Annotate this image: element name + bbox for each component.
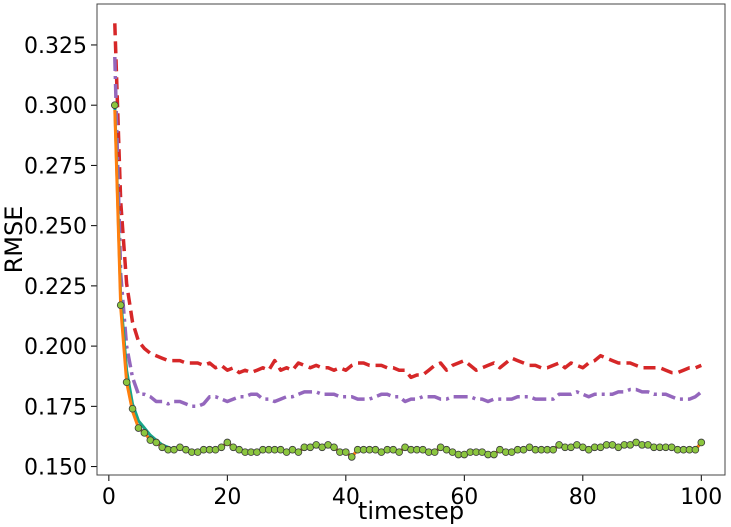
series-4-point: [691, 445, 700, 454]
series-4-point: [110, 101, 119, 109]
series-4-point: [342, 448, 350, 456]
series-4-point: [217, 443, 226, 452]
y-tick-label: 0.225: [24, 275, 87, 300]
x-tick-label: 80: [569, 485, 597, 510]
y-axis: 0.150 0.175 0.200 0.225 0.250 0.275 0.300 0.325: [24, 34, 97, 481]
y-tick-label: 0.300: [24, 94, 87, 119]
series-4-point: [134, 424, 143, 432]
series-4-point: [152, 438, 161, 447]
series-4-point: [549, 445, 557, 454]
series-4-point: [347, 453, 356, 461]
x-axis: 0 20 40 60 80 100: [102, 475, 722, 510]
series-4-point: [697, 438, 706, 447]
y-tick-label: 0.250: [24, 215, 87, 240]
x-tick-label: 100: [680, 485, 722, 510]
plot-area: [110, 23, 706, 461]
series-4-point: [294, 448, 303, 456]
y-tick-label: 0.175: [24, 395, 87, 420]
x-axis-label: timestep: [358, 497, 464, 525]
series-0-line: [113, 23, 702, 380]
y-tick-label: 0.150: [24, 456, 87, 481]
series-4-point: [122, 378, 131, 387]
series-4-point: [395, 448, 403, 456]
series-4-point: [330, 443, 338, 452]
x-tick-label: 0: [102, 485, 116, 510]
series-4-point: [116, 301, 125, 309]
y-tick-label: 0.200: [24, 335, 87, 360]
y-tick-label: 0.325: [24, 34, 87, 59]
y-axis-label: RMSE: [0, 206, 28, 274]
plot-frame: [96, 3, 726, 476]
series-4-point: [430, 448, 439, 456]
series-4-point: [128, 404, 137, 413]
series-4-point: [490, 450, 498, 459]
x-tick-label: 20: [213, 485, 241, 510]
x-tick-label: 60: [450, 485, 478, 510]
series-1-line: [113, 56, 703, 409]
x-tick-label: 40: [332, 485, 360, 510]
series-4-point: [140, 429, 149, 437]
series-4-point: [223, 438, 232, 447]
y-tick-label: 0.275: [24, 154, 87, 179]
